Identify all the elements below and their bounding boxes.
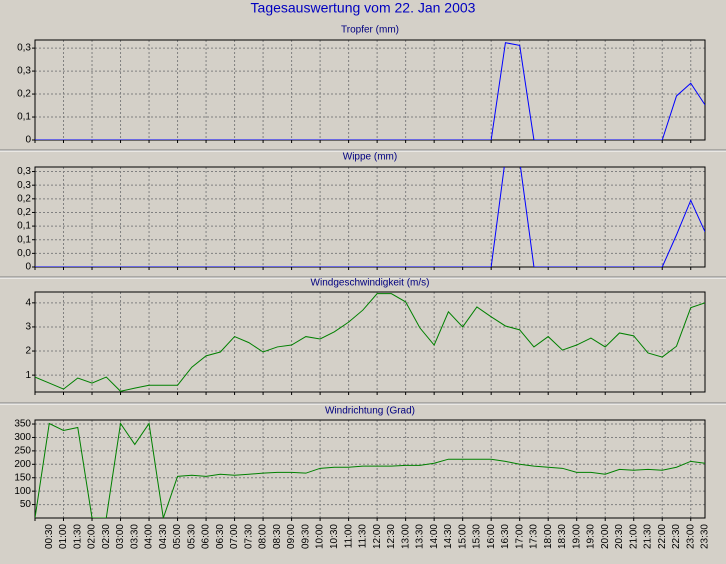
x-tick-label: 21:00 <box>628 524 639 549</box>
x-tick-label: 02:00 <box>87 524 98 549</box>
x-tick-label: 02:30 <box>101 524 112 549</box>
y-tick-label: 150 <box>14 472 31 483</box>
y-tick-label: 0,1 <box>17 221 31 232</box>
x-tick-label: 16:00 <box>486 524 497 549</box>
x-tick-label: 19:00 <box>571 524 582 549</box>
x-tick-label: 11:30 <box>358 524 369 549</box>
y-tick-label: 350 <box>14 419 31 430</box>
plot-area <box>35 167 705 267</box>
x-tick-label: 04:30 <box>158 524 169 549</box>
y-tick-label: 0,1 <box>17 112 31 123</box>
x-tick-label: 10:30 <box>329 524 340 549</box>
x-tick-label: 19:30 <box>586 524 597 549</box>
y-tick-label: 0,3 <box>17 66 31 77</box>
x-tick-label: 23:00 <box>685 524 696 549</box>
x-tick-label: 18:00 <box>543 524 554 549</box>
x-tick-label: 08:30 <box>272 524 283 549</box>
x-tick-label: 17:00 <box>514 524 525 549</box>
y-tick-label: 50 <box>20 499 32 510</box>
x-tick-label: 12:00 <box>372 524 383 549</box>
x-tick-label: 21:30 <box>643 524 654 549</box>
x-tick-label: 23:30 <box>700 524 711 549</box>
x-tick-label: 01:30 <box>72 524 83 549</box>
x-tick-label: 01:00 <box>58 524 69 549</box>
x-tick-label: 12:30 <box>386 524 397 549</box>
x-tick-label: 18:30 <box>557 524 568 549</box>
line-series <box>35 422 705 518</box>
x-tick-label: 07:00 <box>229 524 240 549</box>
panel-title: Wippe (mm) <box>343 152 397 163</box>
y-tick-label: 0,1 <box>17 234 31 245</box>
y-tick-label: 4 <box>25 297 31 308</box>
x-tick-label: 06:30 <box>215 524 226 549</box>
y-tick-label: 0,0 <box>17 248 31 259</box>
plot-area <box>35 40 705 140</box>
x-tick-label: 05:00 <box>172 524 183 549</box>
y-tick-label: 0,2 <box>17 89 31 100</box>
x-tick-label: 14:30 <box>443 524 454 549</box>
x-tick-label: 14:00 <box>429 524 440 549</box>
y-tick-label: 0,3 <box>17 43 31 54</box>
plot-area <box>35 292 705 392</box>
y-tick-label: 0 <box>25 262 31 273</box>
plot-border <box>34 291 706 393</box>
x-tick-label: 09:30 <box>300 524 311 549</box>
y-tick-label: 0,2 <box>17 207 31 218</box>
y-tick-label: 0,3 <box>17 166 31 177</box>
x-tick-label: 05:30 <box>186 524 197 549</box>
y-tick-label: 200 <box>14 459 31 470</box>
y-tick-label: 300 <box>14 432 31 443</box>
x-tick-label: 04:00 <box>144 524 155 549</box>
x-tick-label: 17:30 <box>529 524 540 549</box>
page-title: Tagesauswertung vom 22. Jan 2003 <box>251 0 476 16</box>
x-tick-label: 00:30 <box>44 524 55 549</box>
x-tick-label: 16:30 <box>500 524 511 549</box>
x-tick-label: 15:30 <box>472 524 483 549</box>
x-tick-label: 20:00 <box>600 524 611 549</box>
panel-title: Windrichtung (Grad) <box>325 406 415 417</box>
x-tick-label: 07:30 <box>243 524 254 549</box>
y-tick-label: 1 <box>25 370 31 381</box>
y-tick-label: 3 <box>25 322 31 333</box>
y-tick-label: 250 <box>14 446 31 457</box>
x-tick-label: 08:00 <box>258 524 269 549</box>
y-tick-label: 0 <box>25 135 31 146</box>
y-tick-label: 100 <box>14 486 31 497</box>
x-tick-label: 22:00 <box>657 524 668 549</box>
x-tick-label: 10:00 <box>315 524 326 549</box>
x-tick-label: 03:00 <box>115 524 126 549</box>
x-tick-label: 11:00 <box>343 524 354 549</box>
x-tick-label: 15:00 <box>457 524 468 549</box>
x-tick-label: 20:30 <box>614 524 625 549</box>
x-tick-label: 13:30 <box>415 524 426 549</box>
x-tick-label: 22:30 <box>671 524 682 549</box>
y-tick-label: 2 <box>25 346 31 357</box>
x-tick-label: 09:00 <box>286 524 297 549</box>
y-tick-label: 0,3 <box>17 180 31 191</box>
y-tick-label: 0,2 <box>17 193 31 204</box>
plot-border <box>34 419 706 519</box>
x-tick-label: 03:30 <box>129 524 140 549</box>
panel-title: Tropfer (mm) <box>341 25 399 36</box>
panel-title: Windgeschwindigkeit (m/s) <box>311 278 430 289</box>
plot-area <box>35 420 705 518</box>
line-series <box>35 293 705 392</box>
x-tick-label: 06:00 <box>201 524 212 549</box>
x-tick-label: 13:00 <box>400 524 411 549</box>
